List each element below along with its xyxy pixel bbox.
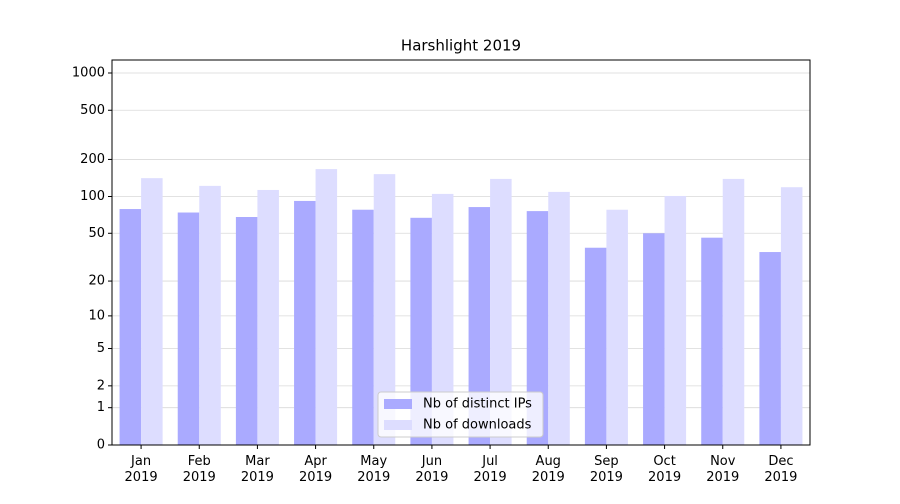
x-tick-label: Mar 2019 [241, 454, 274, 485]
y-tick-label: 100 [80, 189, 105, 204]
bar [606, 209, 628, 445]
bar [294, 200, 316, 445]
bar [431, 193, 454, 445]
bar [352, 209, 374, 445]
x-tick-label: Nov 2019 [706, 454, 739, 485]
x-tick-label: Jul 2019 [474, 454, 507, 485]
x-tick-label: May 2019 [357, 454, 390, 485]
legend-swatch [384, 399, 412, 409]
bar [468, 207, 491, 445]
y-tick-label: 10 [88, 308, 105, 323]
x-tick-label: Dec 2019 [764, 454, 797, 485]
bar [257, 189, 279, 445]
x-tick-label: Jan 2019 [125, 454, 158, 485]
bar [119, 209, 142, 445]
x-tick-label: Sep 2019 [590, 454, 623, 485]
bar [584, 247, 607, 445]
bar [199, 185, 221, 445]
legend-swatch [384, 420, 412, 430]
legend-box [377, 391, 544, 438]
x-tick-label: Oct 2019 [648, 454, 681, 485]
y-tick-label: 50 [88, 226, 105, 241]
bar [177, 212, 200, 445]
bar [526, 211, 549, 445]
bar [722, 178, 745, 446]
legend-label: Nb of distinct IPs [423, 397, 532, 412]
y-tick-label: 1 [97, 400, 105, 415]
bar [548, 191, 570, 445]
y-tick-label: 1000 [72, 65, 105, 80]
chart-title: Harshlight 2019 [401, 37, 521, 55]
x-tick-label: Jun 2019 [415, 454, 448, 485]
y-tick-label: 0 [97, 438, 105, 453]
bar [490, 178, 512, 446]
y-tick-label: 200 [80, 152, 105, 167]
x-tick-label: Aug 2019 [532, 454, 565, 485]
legend-label: Nb of downloads [423, 418, 532, 433]
y-tick-label: 5 [97, 341, 105, 356]
bar [759, 252, 781, 445]
bar [235, 217, 258, 445]
bar [141, 178, 163, 446]
bar [410, 217, 432, 445]
bar [643, 233, 665, 445]
x-tick-label: Apr 2019 [299, 454, 332, 485]
bar [315, 169, 338, 445]
bar [701, 237, 723, 445]
bar [664, 195, 687, 445]
y-tick-label: 2 [97, 378, 105, 393]
bar [780, 187, 803, 445]
x-tick-label: Feb 2019 [183, 454, 216, 485]
y-tick-label: 500 [80, 103, 105, 118]
y-tick-label: 20 [88, 274, 105, 289]
plot-frame [111, 59, 811, 446]
bar [373, 174, 396, 445]
